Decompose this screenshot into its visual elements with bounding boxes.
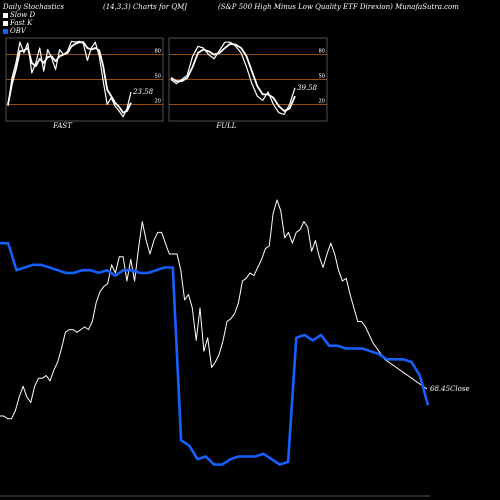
legend-label-slow-d: Slow D	[10, 11, 36, 19]
legend-fast-k: Fast K	[3, 19, 32, 27]
close-value-label: 68.45Close	[430, 385, 470, 393]
legend-swatch-fast-k	[3, 20, 8, 26]
legend-swatch-slow-d	[3, 12, 8, 18]
fast-panel-label: FAST	[52, 122, 73, 130]
legend-swatch-obv	[3, 28, 8, 34]
full-value-label: 39.58	[297, 84, 318, 92]
chart-title-mid: (14,3,3) Charts for QMJ	[103, 3, 188, 11]
fast-tick-20: 20	[155, 98, 161, 104]
fast-tick-50: 50	[155, 74, 161, 80]
legend-obv: OBV	[3, 27, 26, 35]
legend-slow-d: Slow D	[3, 11, 35, 19]
legend-label-obv: OBV	[10, 27, 26, 35]
full-tick-20: 20	[319, 98, 325, 104]
chart-title-right: (S&P 500 High Minus Low Quality ETF Dire…	[218, 3, 459, 11]
close-line	[0, 199, 428, 420]
full-tick-50: 50	[319, 74, 325, 80]
full-slow-d-line	[170, 42, 296, 112]
chart-title-left: Daily Stochastics	[3, 3, 65, 11]
legend-label-fast-k: Fast K	[10, 19, 33, 27]
full-tick-80: 80	[319, 49, 325, 55]
fast-tick-80: 80	[155, 49, 161, 55]
obv-line	[0, 241, 430, 466]
fast-slow-d-line	[7, 41, 132, 114]
full-panel-label: FULL	[215, 122, 236, 130]
fast-value-label: 23.58	[132, 88, 154, 96]
